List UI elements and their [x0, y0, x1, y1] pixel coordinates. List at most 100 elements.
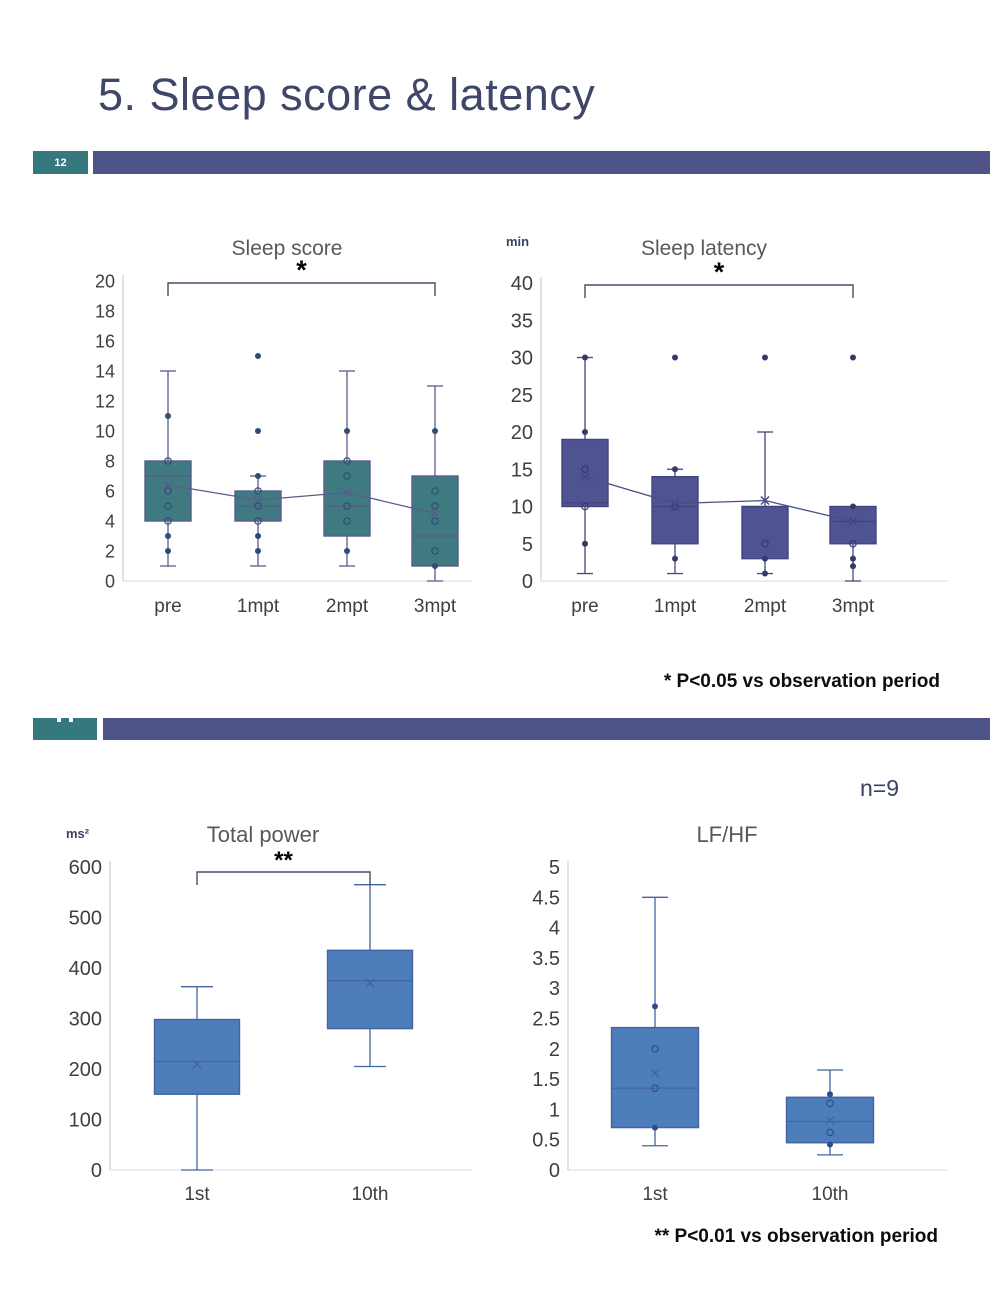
category-label: 3mpt: [414, 596, 457, 617]
chart-title: Total power: [207, 822, 320, 847]
data-point-open: [671, 502, 679, 511]
significance-note-p001: ** P<0.01 vs observation period: [654, 1226, 938, 1247]
data-point-open: [431, 517, 439, 525]
data-point-open: [254, 502, 262, 510]
y-tick-label: 1.5: [532, 1069, 560, 1091]
data-point-open: [826, 1128, 834, 1137]
data-point-filled: [850, 563, 856, 570]
data-point-filled: [165, 413, 171, 419]
data-point-filled: [255, 533, 261, 539]
slide-number: 12: [54, 156, 67, 169]
y-tick-label: 5: [549, 857, 560, 879]
y-tick-label: 3: [549, 978, 560, 1000]
y-tick-label: 2: [549, 1039, 560, 1061]
boxplot-sleep-score: 0 2 4 6 8 10 12 14 16 18 20 pre 1mpt 2mpt 3mpt Sleep sc…: [95, 237, 472, 617]
y-tick-label: 10: [95, 421, 115, 441]
data-point-filled: [432, 563, 438, 569]
significance-label: *: [714, 257, 725, 287]
data-point-filled: [850, 354, 856, 361]
y-tick-label: 40: [511, 273, 533, 295]
data-point-open: [343, 457, 351, 465]
y-tick-label: 15: [511, 459, 533, 481]
y-tick-label: 500: [69, 908, 102, 930]
data-point-filled: [827, 1141, 833, 1148]
box-rect: [144, 460, 192, 522]
mean-marker: [825, 1115, 835, 1125]
category-label: 10th: [812, 1184, 849, 1205]
y-tick-label: 4: [105, 511, 115, 531]
y-tick-label: 25: [511, 385, 533, 407]
mean-marker: [650, 1068, 660, 1078]
data-point-filled: [762, 555, 768, 562]
chart-title: Sleep latency: [641, 237, 768, 260]
data-point-filled: [762, 570, 768, 577]
box-rect: [651, 475, 699, 545]
y-tick-label: 100: [69, 1110, 102, 1132]
y-tick-label: 300: [69, 1009, 102, 1031]
y-axis-unit-label: ms²: [66, 826, 90, 841]
chart-title: LF/HF: [696, 822, 757, 847]
boxplot-sleep-latency: 0 5 10 15 20 25 30 35 40 pre 1mpt 2mpt 3mpt Sleep lat…: [506, 234, 948, 617]
y-tick-label: 0: [91, 1160, 102, 1182]
divider-bar: [93, 151, 990, 174]
data-point-open: [431, 487, 439, 495]
mean-marker: [670, 499, 680, 509]
data-point-open: [164, 502, 172, 510]
next-slide-badge-clipped: [33, 718, 97, 740]
data-point-filled: [344, 428, 350, 434]
mean-marker: [342, 488, 352, 497]
mean-marker: [365, 978, 375, 988]
category-label: pre: [571, 596, 598, 617]
y-tick-label: 0: [549, 1160, 560, 1182]
box-rect: [326, 949, 414, 1030]
box-rect: [741, 505, 789, 560]
data-point-filled: [672, 466, 678, 473]
boxplot-total-power: 0 100 200 300 400 500 600 1st 10th Total power ms²…: [66, 822, 472, 1205]
data-point-open: [581, 465, 589, 474]
data-point-open: [343, 502, 351, 510]
data-point-open: [343, 517, 351, 525]
category-label: 1mpt: [654, 596, 697, 617]
data-point-open: [431, 502, 439, 510]
y-tick-label: 30: [511, 348, 533, 370]
data-point-filled: [672, 354, 678, 361]
significance-bracket: [167, 282, 436, 296]
category-label: 1mpt: [237, 596, 280, 617]
y-tick-label: 1: [549, 1099, 560, 1121]
box-rect: [610, 1026, 700, 1129]
data-point-filled: [344, 548, 350, 554]
y-tick-label: 12: [95, 391, 115, 411]
data-point-open: [761, 539, 769, 548]
mean-trend-line: [167, 484, 436, 515]
category-label: 3mpt: [832, 596, 875, 617]
y-tick-label: 6: [105, 481, 115, 501]
box-rect: [323, 460, 371, 537]
box-rect: [234, 490, 282, 522]
y-tick-label: 0: [522, 571, 533, 593]
y-tick-label: 4.5: [532, 887, 560, 909]
slide-number-badge: 12: [33, 151, 88, 174]
data-point-open: [431, 547, 439, 555]
mean-marker: [163, 480, 173, 490]
data-point-open: [581, 502, 589, 511]
data-point-open: [343, 472, 351, 480]
data-point-filled: [850, 555, 856, 562]
mean-marker: [253, 495, 263, 505]
category-label: 2mpt: [744, 596, 787, 617]
significance-bracket: [196, 871, 371, 885]
data-point-open: [164, 487, 172, 495]
y-tick-label: 400: [69, 958, 102, 980]
mean-marker: [192, 1059, 202, 1069]
data-point-filled: [255, 428, 261, 434]
data-point-filled: [582, 540, 588, 547]
chart-title: Sleep score: [232, 237, 343, 260]
data-point-open: [849, 539, 857, 548]
data-point-filled: [762, 354, 768, 361]
box-rect: [829, 505, 877, 545]
mean-marker: [760, 496, 770, 506]
data-point-filled: [672, 555, 678, 562]
data-point-filled: [432, 428, 438, 434]
box-rect: [561, 438, 609, 508]
category-label: 10th: [352, 1184, 389, 1205]
